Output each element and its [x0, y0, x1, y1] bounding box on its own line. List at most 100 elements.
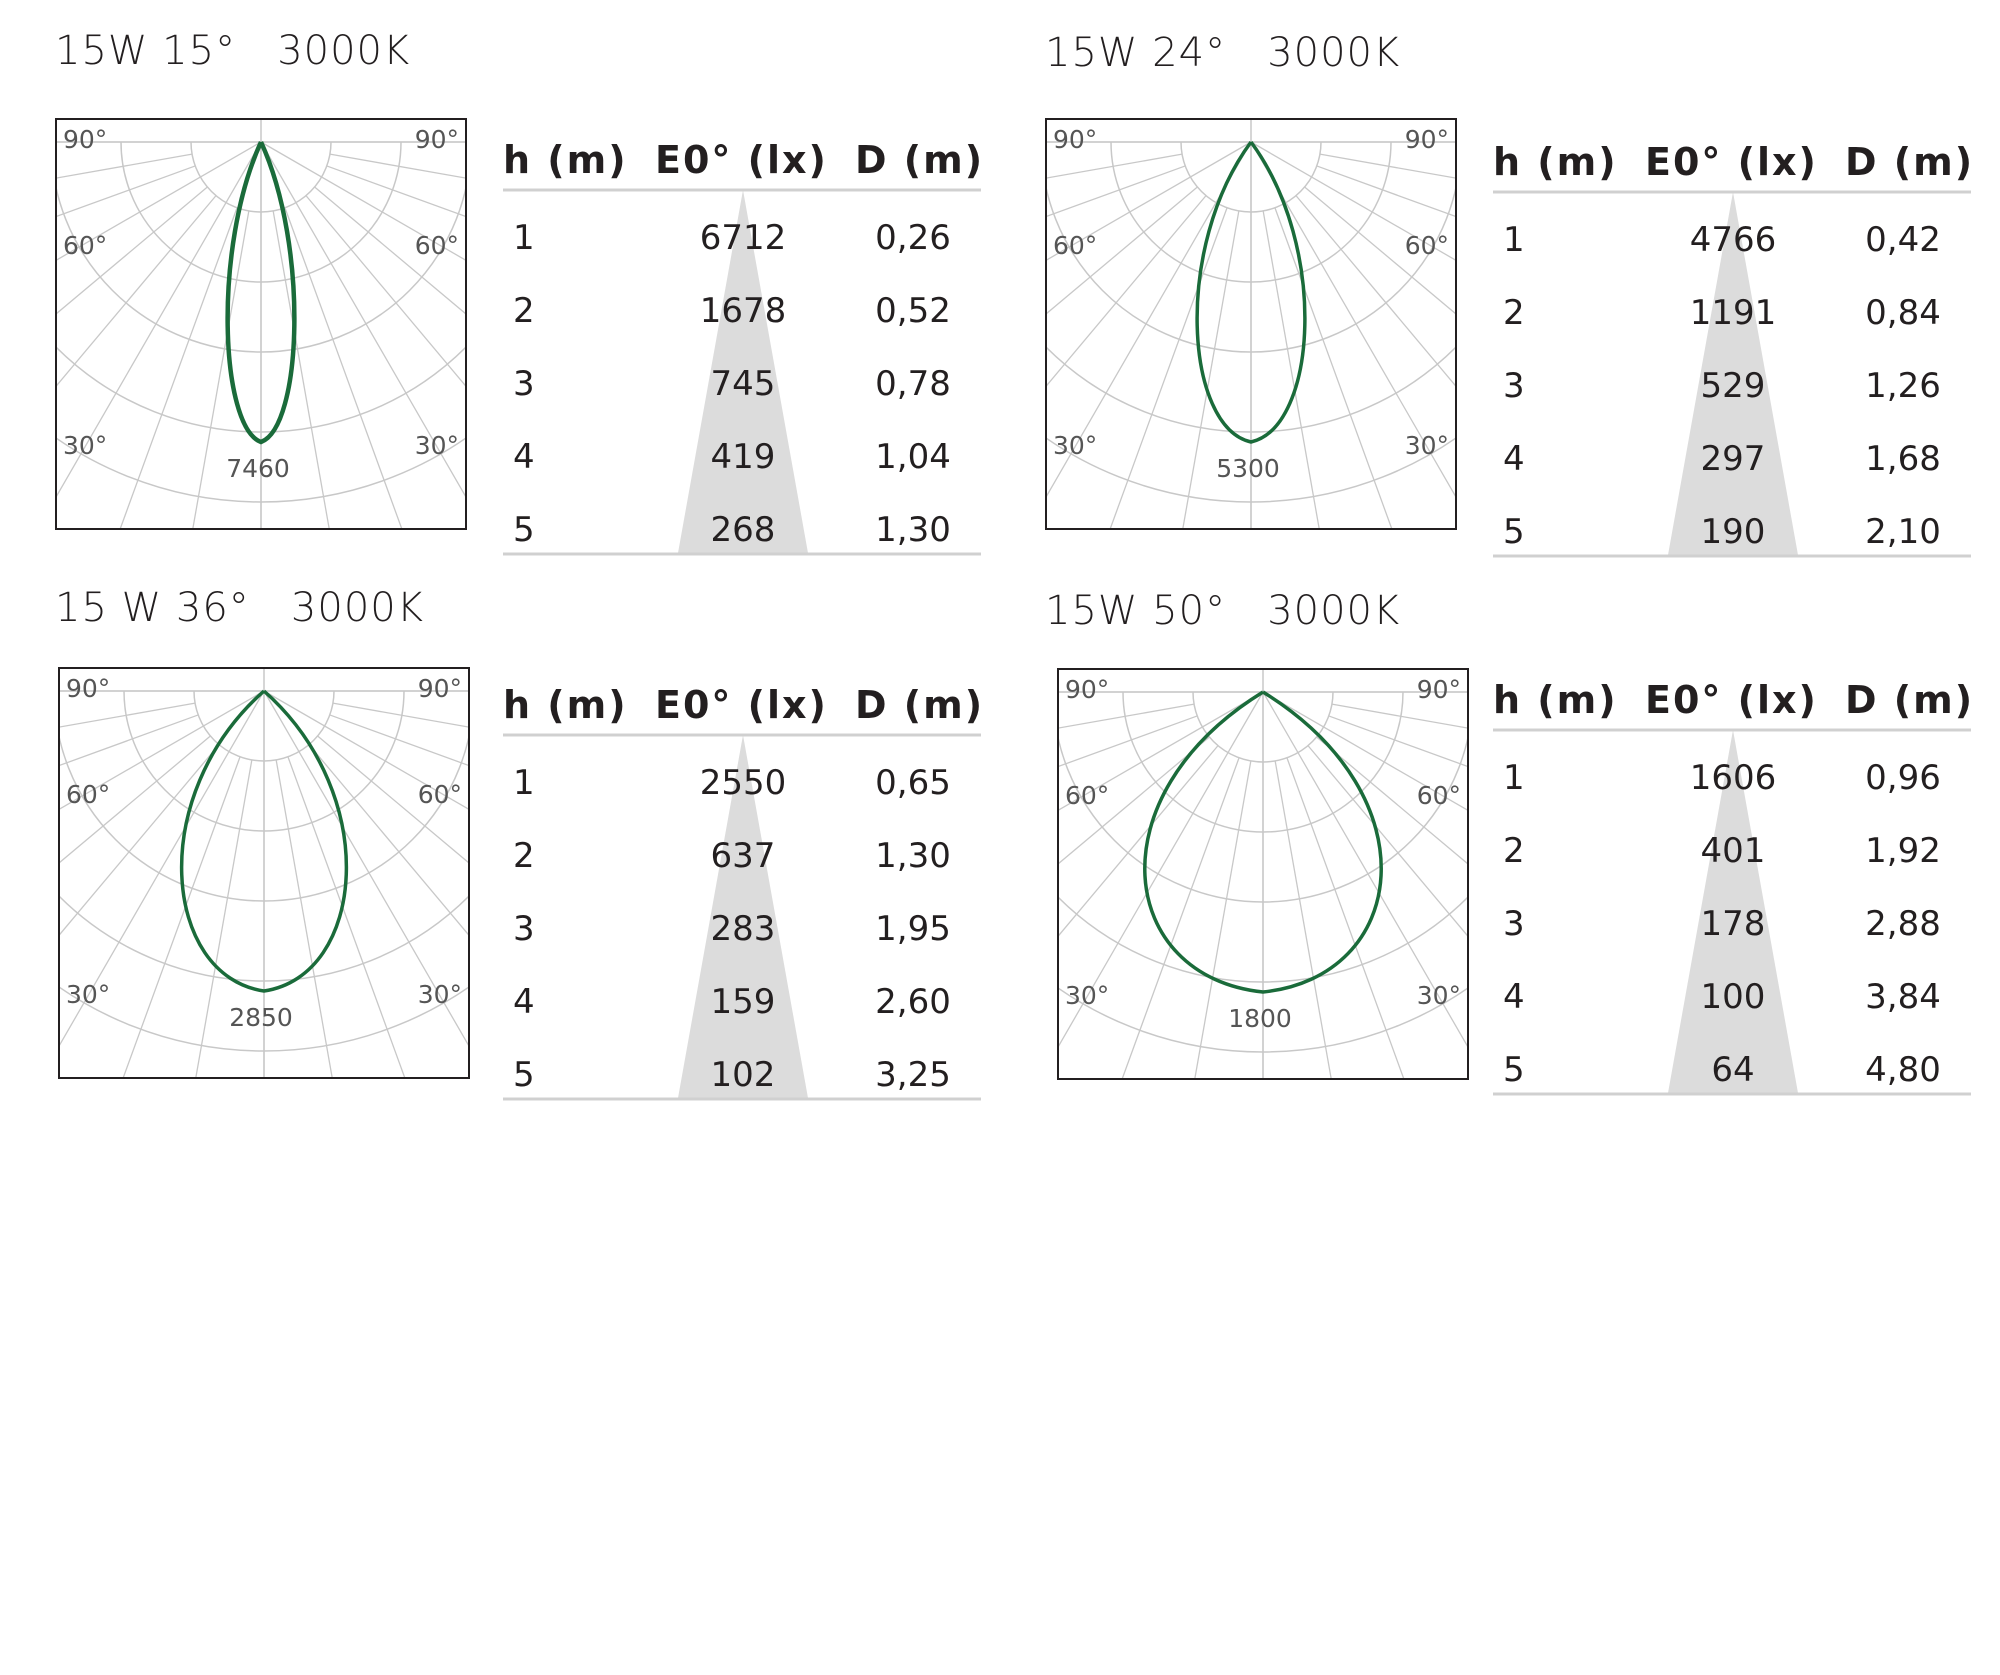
cell-e: 745	[710, 364, 776, 404]
cell-d: 0,96	[1865, 758, 1941, 798]
polar-diagram: 90° 90° 60° 60° 30° 30° 5300	[1045, 118, 1457, 530]
illuminance-cone	[1668, 730, 1798, 1093]
polar-diagram: 90° 90° 60° 60° 30° 30° 2850	[58, 667, 470, 1079]
cell-h: 1	[1503, 220, 1525, 260]
grid-radial-line	[59, 735, 211, 864]
grid-radial-line	[326, 165, 466, 218]
polar-grid: 90° 90° 60° 60° 30° 30°	[56, 119, 466, 529]
polar-frame	[1045, 118, 1457, 530]
cell-h: 5	[1503, 1050, 1525, 1090]
grid-radial-line	[1046, 153, 1183, 179]
grid-radial-line	[1058, 703, 1195, 729]
label-90-left: 90°	[1053, 125, 1097, 154]
cell-e: 64	[1711, 1050, 1755, 1090]
grid-radial-line	[1262, 691, 1468, 1049]
cell-d: 3,25	[875, 1055, 951, 1095]
grid-radial-line	[1304, 186, 1456, 315]
grid-radial-line	[317, 735, 469, 864]
label-90-right: 90°	[1405, 125, 1449, 154]
label-90-left: 90°	[63, 125, 107, 154]
peak-intensity-label: 2850	[229, 1003, 293, 1032]
beam-distribution-curve	[180, 689, 348, 993]
label-30-left: 30°	[1053, 431, 1097, 460]
cell-e: 2550	[699, 763, 787, 803]
label-30-left: 30°	[1065, 981, 1109, 1010]
cell-e: 1191	[1689, 293, 1777, 333]
cell-h: 2	[1503, 831, 1525, 871]
label-60-left: 60°	[1053, 231, 1097, 260]
cell-h: 1	[513, 218, 535, 258]
table-decoration-svg	[1493, 728, 1971, 1096]
cell-h: 3	[1503, 366, 1525, 406]
cell-e: 419	[710, 437, 776, 477]
cell-d: 1,95	[875, 909, 951, 949]
cell-e: 268	[710, 510, 776, 550]
cell-h: 1	[1503, 758, 1525, 798]
grid-radial-line	[1058, 691, 1264, 1049]
cell-e: 4766	[1689, 220, 1777, 260]
header-height: h (m)	[1493, 678, 1618, 722]
cell-h: 2	[513, 291, 535, 331]
cell-d: 1,04	[875, 437, 951, 477]
grid-radial-line	[308, 744, 469, 937]
cell-d: 0,42	[1865, 220, 1941, 260]
header-illuminance: E0° (lx)	[1645, 140, 1818, 184]
illuminance-table: h (m) E0° (lx) D (m) 1 2550 0,65 2 637 1,30 3 283 1…	[503, 683, 982, 1103]
label-60-right: 60°	[1405, 231, 1449, 260]
grid-radial-line	[1046, 195, 1207, 388]
grid-radial-line	[59, 744, 220, 937]
grid-radial-line	[305, 195, 466, 388]
polar-diagram-svg: 90° 90° 60° 60° 30° 30° 1800	[1057, 668, 1469, 1080]
grid-radial-line	[284, 207, 403, 529]
label-90-right: 90°	[418, 674, 462, 703]
cell-e: 297	[1700, 439, 1766, 479]
label-60-left: 60°	[66, 780, 110, 809]
label-90-right: 90°	[415, 125, 459, 154]
label-60-left: 60°	[1065, 781, 1109, 810]
label-30-right: 30°	[415, 431, 459, 460]
peak-intensity-label: 5300	[1216, 454, 1280, 483]
label-30-right: 30°	[418, 980, 462, 1009]
label-30-left: 30°	[63, 431, 107, 460]
cell-d: 0,26	[875, 218, 951, 258]
cell-e: 102	[710, 1055, 776, 1095]
cell-e: 190	[1700, 512, 1766, 552]
cell-d: 2,88	[1865, 904, 1941, 944]
peak-intensity-label: 7460	[226, 454, 290, 483]
grid-radial-line	[1250, 141, 1456, 262]
cell-d: 0,78	[875, 364, 951, 404]
grid-radial-line	[56, 195, 217, 388]
panel-title: 15W 50° 3000K	[1045, 588, 1401, 634]
label-30-left: 30°	[66, 980, 110, 1009]
cell-e: 283	[710, 909, 776, 949]
table-decoration-svg	[503, 188, 981, 556]
grid-radial-line	[1295, 195, 1456, 388]
cell-h: 4	[513, 437, 535, 477]
polar-grid: 90° 90° 60° 60° 30° 30°	[1058, 669, 1468, 1079]
grid-radial-line	[260, 141, 466, 262]
cell-e: 178	[1700, 904, 1766, 944]
cell-d: 0,52	[875, 291, 951, 331]
grid-radial-line	[263, 690, 469, 1048]
grid-radial-line	[122, 756, 241, 1078]
header-diameter: D (m)	[855, 138, 985, 182]
cell-d: 1,92	[1865, 831, 1941, 871]
grid-radial-line	[56, 153, 193, 179]
grid-radial-line	[1046, 165, 1186, 218]
polar-diagram-svg: 90° 90° 60° 60° 30° 30° 2850	[58, 667, 470, 1079]
label-60-right: 60°	[415, 231, 459, 260]
panel-title: 15W 24° 3000K	[1045, 30, 1401, 76]
label-30-right: 30°	[1417, 981, 1461, 1010]
grid-radial-line	[1328, 715, 1468, 768]
cell-e: 637	[710, 836, 776, 876]
cell-e: 401	[1700, 831, 1766, 871]
grid-radial-line	[59, 690, 265, 1048]
grid-radial-line	[56, 165, 196, 218]
grid-radial-line	[56, 141, 262, 262]
cell-e: 1678	[699, 291, 787, 331]
grid-radial-line	[1316, 165, 1456, 218]
grid-radial-line	[56, 186, 208, 315]
grid-radial-line	[329, 714, 469, 767]
cell-d: 2,10	[1865, 512, 1941, 552]
illuminance-cone	[1668, 192, 1798, 555]
